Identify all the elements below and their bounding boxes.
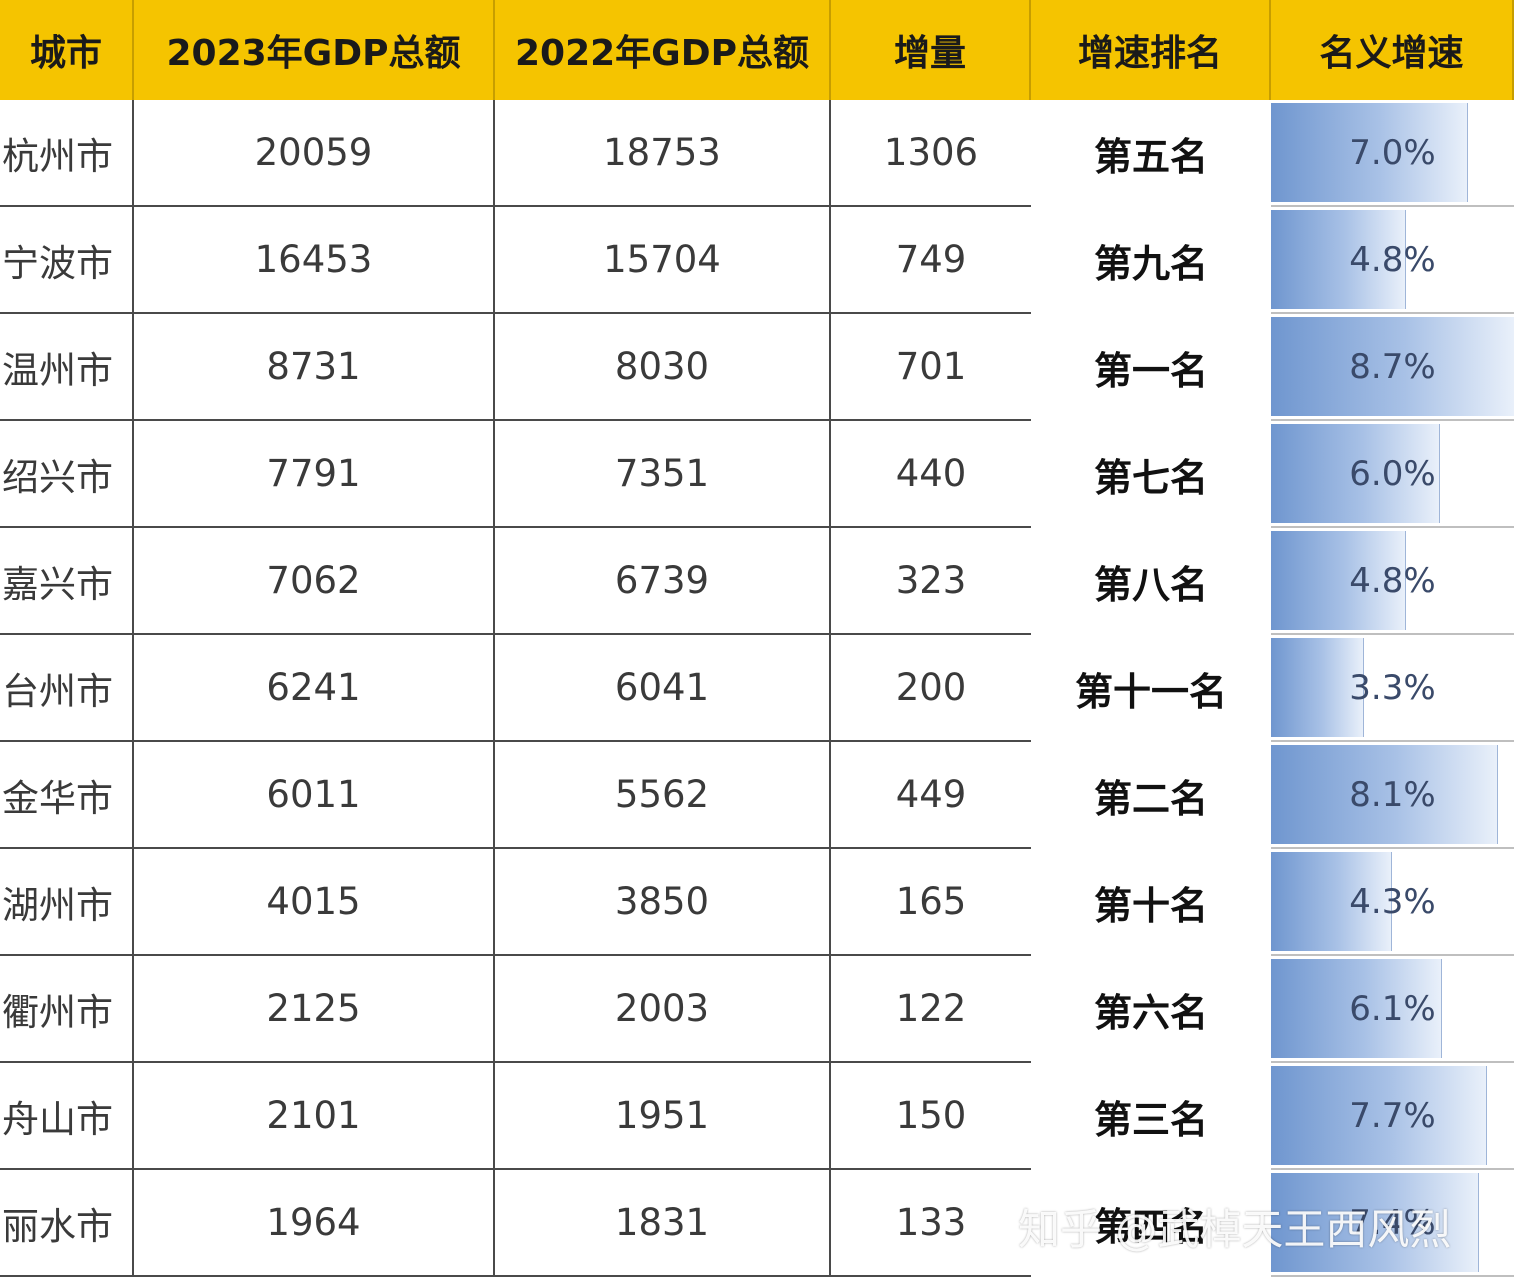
gdp-2023-cell: 7791: [134, 421, 495, 528]
rank-cell: 第四名: [1093, 1204, 1208, 1249]
city-cell: 舟山市: [0, 1063, 134, 1170]
increase-cell: 200: [831, 635, 1031, 742]
growth-bar: [1271, 424, 1440, 523]
gdp-2022-cell: 7351: [495, 421, 831, 528]
rank-cell: 第六名: [1093, 990, 1208, 1035]
city-cell: 湖州市: [0, 849, 134, 956]
gdp-2022-cell: 6739: [495, 528, 831, 635]
increase-cell: 165: [831, 849, 1031, 956]
gdp-2022-cell: 6041: [495, 635, 831, 742]
gdp-2023-cell: 20059: [134, 100, 495, 207]
rank-cell: 第八名: [1093, 562, 1208, 607]
gdp-2023-cell: 6011: [134, 742, 495, 849]
growth-label: 4.8%: [1349, 239, 1436, 280]
growth-cell: 3.3%: [1271, 635, 1514, 742]
gdp-2022-cell: 18753: [495, 100, 831, 207]
header-gdp-2023: 2023年GDP总额: [134, 0, 495, 100]
rank-cell: 第一名: [1093, 348, 1208, 393]
gdp-2023-cell: 8731: [134, 314, 495, 421]
growth-cell: 6.0%: [1271, 421, 1514, 528]
increase-cell: 122: [831, 956, 1031, 1063]
increase-cell: 749: [831, 207, 1031, 314]
rank-cell: 第十名: [1093, 883, 1208, 928]
gdp-2022-cell: 15704: [495, 207, 831, 314]
growth-label: 4.3%: [1349, 881, 1436, 922]
growth-cell: 4.3%: [1271, 849, 1514, 956]
growth-label: 8.1%: [1349, 774, 1436, 815]
header-growth: 名义增速: [1271, 0, 1514, 100]
watermark: 知乎 @武棹天王西风烈: [1018, 1205, 1452, 1254]
rank-cell: 第五名: [1093, 134, 1208, 179]
growth-bar: [1271, 638, 1365, 737]
growth-cell: 7.0%: [1271, 100, 1514, 207]
gdp-2022-cell: 3850: [495, 849, 831, 956]
growth-label: 3.3%: [1349, 667, 1436, 708]
growth-bar: [1271, 210, 1407, 309]
growth-label: 6.0%: [1349, 453, 1436, 494]
city-cell: 温州市: [0, 314, 134, 421]
rank-cell: 第七名: [1093, 455, 1208, 500]
city-cell: 金华市: [0, 742, 134, 849]
rank-cell: 第九名: [1093, 241, 1208, 286]
growth-label: 7.7%: [1349, 1095, 1436, 1136]
gdp-2023-cell: 2125: [134, 956, 495, 1063]
growth-bar: [1271, 1173, 1479, 1272]
growth-bar: [1271, 317, 1514, 416]
growth-label: 6.1%: [1349, 988, 1436, 1029]
growth-bar: [1271, 852, 1393, 951]
gdp-2023-cell: 16453: [134, 207, 495, 314]
increase-cell: 449: [831, 742, 1031, 849]
rank-cell: 第三名: [1093, 1097, 1208, 1142]
gdp-2023-cell: 2101: [134, 1063, 495, 1170]
growth-label: 7.0%: [1349, 132, 1436, 173]
city-cell: 杭州市: [0, 100, 134, 207]
growth-cell: 7.7%: [1271, 1063, 1514, 1170]
increase-cell: 1306: [831, 100, 1031, 207]
gdp-2023-cell: 4015: [134, 849, 495, 956]
header-rank: 增速排名: [1031, 0, 1271, 100]
growth-bar: [1271, 959, 1443, 1058]
city-cell: 嘉兴市: [0, 528, 134, 635]
growth-cell: 7.4%: [1271, 1170, 1514, 1277]
city-cell: 绍兴市: [0, 421, 134, 528]
growth-label: 7.4%: [1349, 1202, 1436, 1243]
city-cell: 台州市: [0, 635, 134, 742]
increase-cell: 150: [831, 1063, 1031, 1170]
gdp-2023-cell: 6241: [134, 635, 495, 742]
growth-bar: [1271, 531, 1407, 630]
growth-cell: 6.1%: [1271, 956, 1514, 1063]
increase-cell: 133: [831, 1170, 1031, 1277]
gdp-2022-cell: 1831: [495, 1170, 831, 1277]
growth-bar: [1271, 103, 1468, 202]
gdp-2022-cell: 2003: [495, 956, 831, 1063]
rank-cell: 第二名: [1093, 776, 1208, 821]
growth-cell: 4.8%: [1271, 528, 1514, 635]
city-cell: 衢州市: [0, 956, 134, 1063]
growth-cell: 8.1%: [1271, 742, 1514, 849]
growth-cell: 8.7%: [1271, 314, 1514, 421]
growth-bar: [1271, 745, 1499, 844]
city-cell: 宁波市: [0, 207, 134, 314]
growth-bar: [1271, 1066, 1488, 1165]
growth-cell: 4.8%: [1271, 207, 1514, 314]
increase-cell: 701: [831, 314, 1031, 421]
header-gdp-2022: 2022年GDP总额: [495, 0, 831, 100]
growth-label: 8.7%: [1349, 346, 1436, 387]
header-increase: 增量: [831, 0, 1031, 100]
growth-label: 4.8%: [1349, 560, 1436, 601]
increase-cell: 440: [831, 421, 1031, 528]
gdp-2022-cell: 5562: [495, 742, 831, 849]
header-city: 城市: [0, 0, 134, 100]
city-cell: 丽水市: [0, 1170, 134, 1277]
increase-cell: 323: [831, 528, 1031, 635]
gdp-2022-cell: 8030: [495, 314, 831, 421]
gdp-2023-cell: 7062: [134, 528, 495, 635]
gdp-2023-cell: 1964: [134, 1170, 495, 1277]
rank-cell: 第十一名: [1074, 669, 1227, 714]
gdp-2022-cell: 1951: [495, 1063, 831, 1170]
